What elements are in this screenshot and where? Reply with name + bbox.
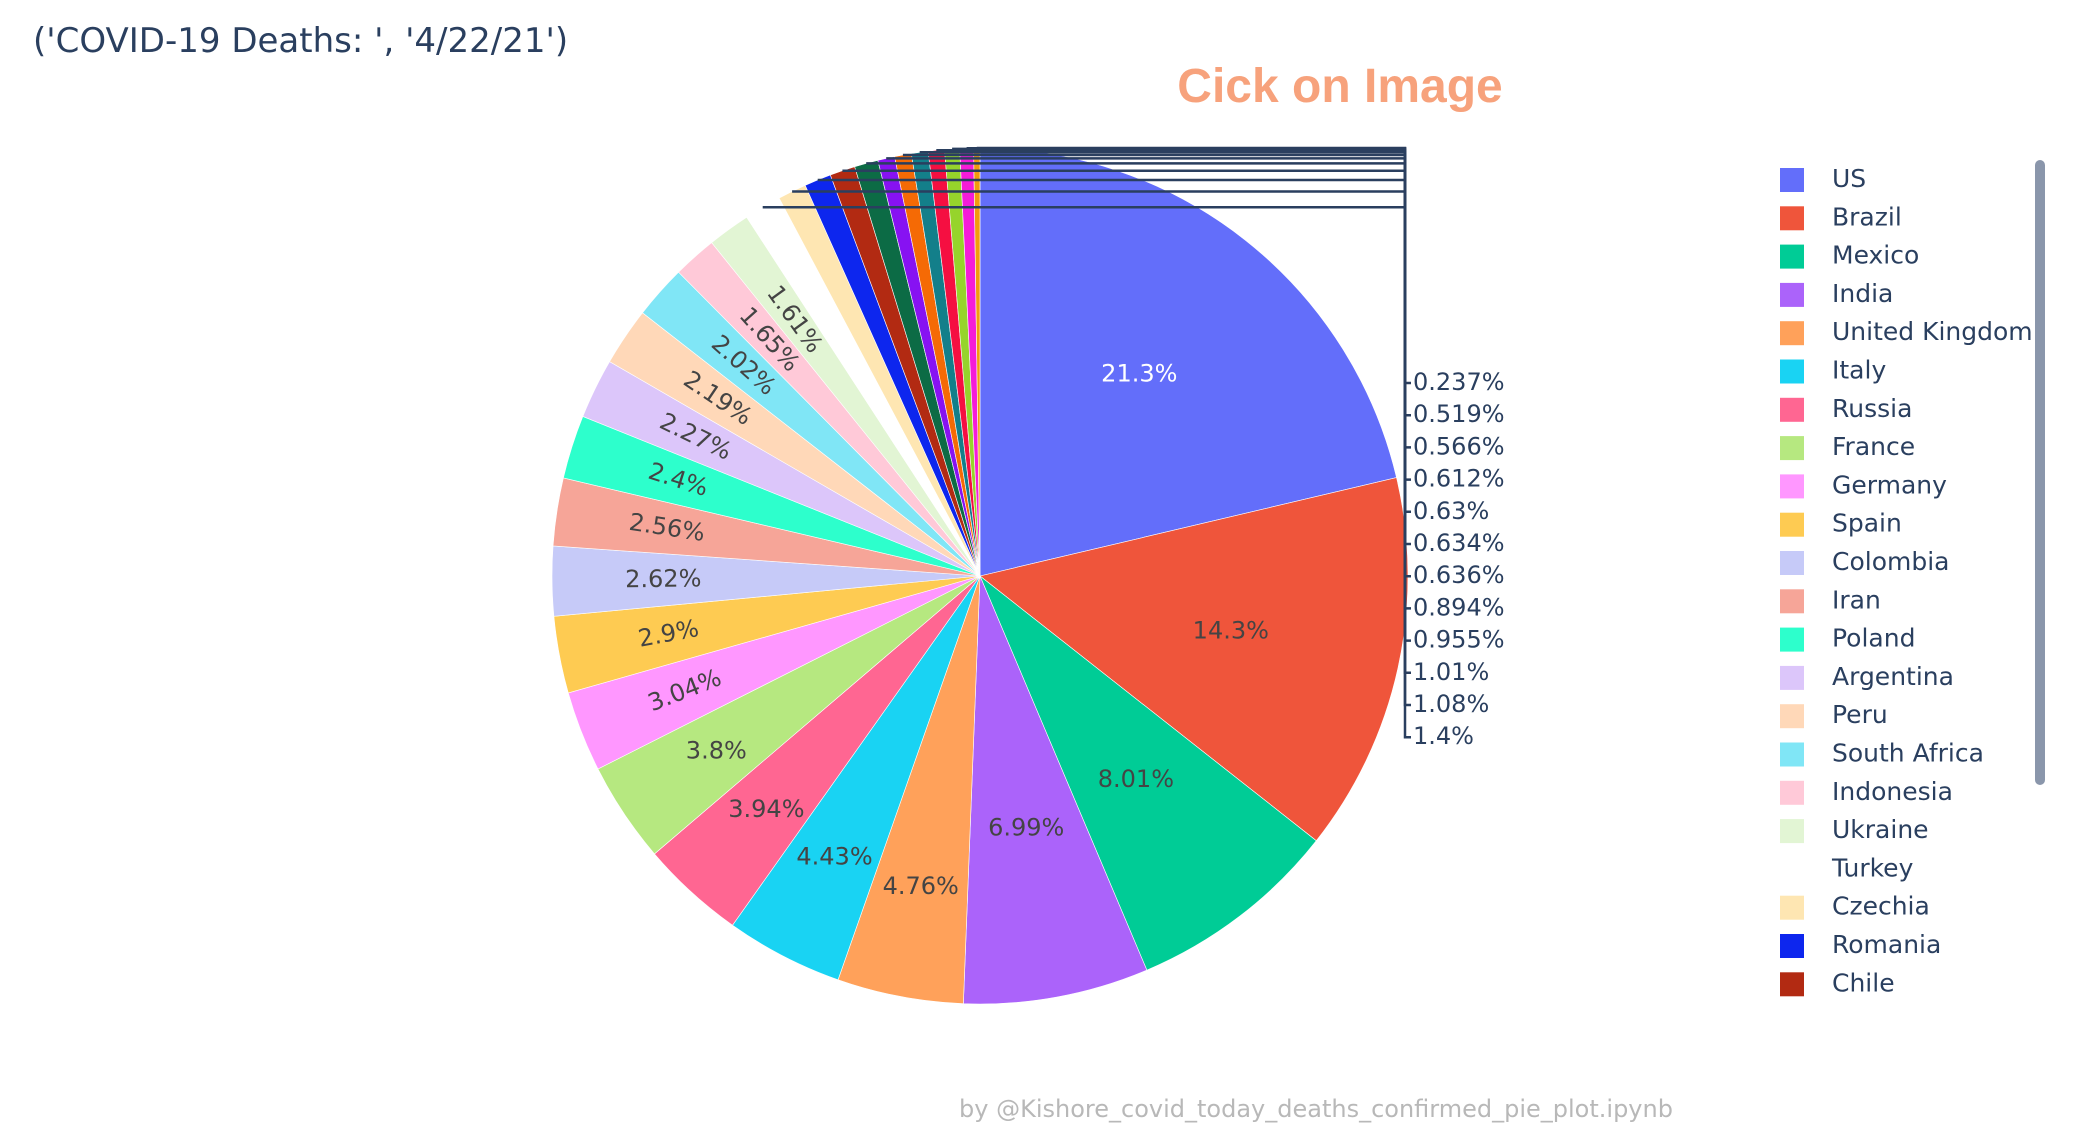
legend-item-france[interactable]: France xyxy=(1780,432,1915,461)
chart-title: ('COVID-19 Deaths: ', '4/22/21') xyxy=(33,21,568,61)
legend-label: Iran xyxy=(1832,585,1881,614)
slice-label: 1.08% xyxy=(1413,690,1489,718)
legend-swatch xyxy=(1780,282,1804,307)
legend-swatch xyxy=(1779,856,1805,882)
legend-swatch xyxy=(1780,512,1804,537)
legend-swatch xyxy=(1780,168,1804,192)
slice-label: 0.566% xyxy=(1413,432,1505,460)
slice-label: 21.3% xyxy=(1101,360,1177,388)
legend-swatch xyxy=(1780,742,1804,767)
legend-item-germany[interactable]: Germany xyxy=(1780,470,1947,499)
legend-label: Indonesia xyxy=(1832,777,1953,806)
legend-label: Spain xyxy=(1832,509,1902,538)
legend-item-romania[interactable]: Romania xyxy=(1780,930,1941,959)
legend-label: India xyxy=(1832,279,1893,308)
legend-swatch xyxy=(1780,244,1804,269)
legend-label: Ukraine xyxy=(1832,815,1929,844)
slice-mexico[interactable] xyxy=(979,575,1317,971)
legend-label: Brazil xyxy=(1832,202,1902,231)
legend[interactable]: US Brazil Mexico India United Kingdom Italy Ru… xyxy=(1779,164,2033,997)
slice-label: 8.01% xyxy=(1098,765,1174,793)
legend-item-spain[interactable]: Spain xyxy=(1780,509,1902,538)
slice-label: 2.62% xyxy=(625,564,702,593)
legend-swatch xyxy=(1780,704,1804,729)
legend-swatch xyxy=(1780,359,1804,384)
legend-item-poland[interactable]: Poland xyxy=(1780,624,1915,653)
legend-scrollbar[interactable] xyxy=(2035,160,2045,785)
slice-label: 4.76% xyxy=(883,872,959,900)
legend-label: South Africa xyxy=(1832,739,1984,768)
slice-label: 0.634% xyxy=(1413,529,1505,557)
legend-label: Colombia xyxy=(1832,547,1949,576)
legend-item-chile[interactable]: Chile xyxy=(1780,968,1895,997)
legend-label: US xyxy=(1832,164,1866,193)
slice-label: 0.894% xyxy=(1413,593,1505,621)
legend-label: Czechia xyxy=(1832,892,1930,921)
slice-label: 0.612% xyxy=(1413,465,1505,493)
slice-label: 3.94% xyxy=(728,795,804,823)
legend-item-peru[interactable]: Peru xyxy=(1780,700,1888,729)
legend-item-colombia[interactable]: Colombia xyxy=(1780,547,1949,576)
slice-india[interactable] xyxy=(963,575,1148,1005)
legend-item-russia[interactable]: Russia xyxy=(1780,394,1912,423)
legend-swatch xyxy=(1780,665,1804,690)
legend-label: Poland xyxy=(1832,624,1915,653)
legend-swatch xyxy=(1780,436,1804,461)
legend-label: Russia xyxy=(1832,394,1912,423)
legend-label: Germany xyxy=(1832,470,1947,499)
legend-label: United Kingdom xyxy=(1832,317,2033,346)
legend-item-us[interactable]: US xyxy=(1780,164,1866,193)
legend-item-india[interactable]: India xyxy=(1780,279,1893,308)
pie-slices[interactable] xyxy=(551,147,1409,1005)
legend-item-brazil[interactable]: Brazil xyxy=(1780,202,1902,231)
click-annotation[interactable]: Cick on Image xyxy=(1177,60,1502,113)
legend-label: Turkey xyxy=(1831,853,1914,882)
slice-label: 3.8% xyxy=(686,737,747,765)
slice-label: 6.99% xyxy=(988,814,1064,842)
legend-swatch xyxy=(1780,895,1804,920)
legend-item-iran[interactable]: Iran xyxy=(1780,585,1881,614)
leader-line xyxy=(762,206,1411,739)
slice-label: 0.63% xyxy=(1413,497,1489,525)
legend-swatch xyxy=(1780,934,1804,958)
legend-item-turkey[interactable]: Turkey xyxy=(1779,853,1914,882)
legend-swatch xyxy=(1780,397,1804,422)
slice-label: 14.3% xyxy=(1193,616,1269,644)
legend-swatch xyxy=(1780,627,1804,652)
legend-item-argentina[interactable]: Argentina xyxy=(1780,662,1954,691)
slice-label: 0.955% xyxy=(1413,626,1505,654)
legend-swatch xyxy=(1780,819,1804,844)
slice-label: 0.636% xyxy=(1413,561,1505,589)
legend-swatch xyxy=(1780,206,1804,231)
legend-item-ukraine[interactable]: Ukraine xyxy=(1780,815,1929,844)
legend-label: Chile xyxy=(1832,968,1895,997)
legend-label: Mexico xyxy=(1832,241,1919,270)
legend-swatch xyxy=(1780,780,1804,805)
credit-text: by @Kishore_covid_today_deaths_confirmed… xyxy=(959,1095,1673,1123)
legend-swatch xyxy=(1780,321,1804,346)
legend-item-united-kingdom[interactable]: United Kingdom xyxy=(1780,317,2033,346)
legend-swatch xyxy=(1780,474,1804,499)
slice-label: 1.01% xyxy=(1413,658,1489,686)
legend-item-czechia[interactable]: Czechia xyxy=(1780,892,1930,921)
legend-label: Peru xyxy=(1832,700,1888,729)
legend-label: France xyxy=(1832,432,1915,461)
slice-label: 4.43% xyxy=(796,842,872,870)
slice-label: 0.519% xyxy=(1413,400,1505,428)
legend-label: Italy xyxy=(1832,356,1886,385)
legend-item-mexico[interactable]: Mexico xyxy=(1780,241,1919,270)
legend-label: Argentina xyxy=(1832,662,1954,691)
slice-label: 1.4% xyxy=(1413,722,1474,750)
legend-item-italy[interactable]: Italy xyxy=(1780,356,1886,385)
legend-item-indonesia[interactable]: Indonesia xyxy=(1780,777,1953,806)
legend-swatch xyxy=(1780,589,1804,614)
legend-label: Romania xyxy=(1832,930,1941,959)
legend-item-south-africa[interactable]: South Africa xyxy=(1780,739,1984,768)
legend-swatch xyxy=(1780,551,1804,575)
slice-label: 0.237% xyxy=(1413,368,1505,396)
legend-swatch xyxy=(1780,972,1804,997)
